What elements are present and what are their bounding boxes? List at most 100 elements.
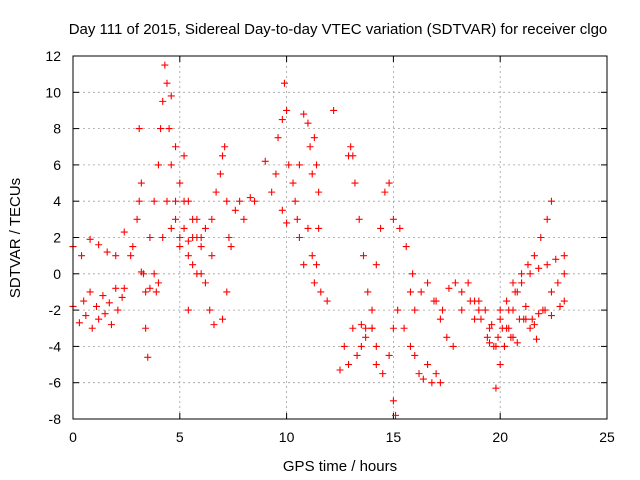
- data-point: [92, 302, 100, 310]
- data-point: [176, 179, 184, 187]
- data-point: [486, 324, 494, 332]
- data-point: [159, 97, 167, 105]
- data-point: [537, 234, 545, 241]
- series-sat-i: [184, 215, 216, 314]
- data-point: [135, 197, 143, 205]
- data-point: [293, 215, 301, 223]
- data-point: [112, 252, 120, 260]
- data-point: [313, 161, 321, 169]
- series-sat-r: [336, 321, 370, 374]
- x-axis-label: GPS time / hours: [283, 458, 397, 475]
- data-point: [165, 125, 173, 133]
- data-point: [533, 335, 541, 343]
- data-point: [88, 324, 96, 332]
- data-point: [95, 241, 103, 249]
- data-point: [193, 270, 201, 278]
- data-point: [201, 224, 209, 232]
- data-point: [208, 252, 216, 260]
- data-point: [400, 324, 408, 332]
- data-point: [120, 228, 128, 236]
- data-point: [351, 179, 359, 187]
- data-point: [167, 92, 175, 100]
- data-point: [381, 188, 389, 196]
- series-sat-p: [315, 106, 338, 232]
- y-tick-label-3: -2: [49, 302, 62, 318]
- data-point: [503, 324, 511, 332]
- data-point: [368, 306, 376, 314]
- data-point: [419, 375, 427, 383]
- data-point: [308, 170, 316, 178]
- data-point: [406, 288, 414, 296]
- data-point: [513, 339, 521, 347]
- data-point: [524, 261, 532, 269]
- data-point: [528, 315, 536, 323]
- data-point: [317, 288, 325, 296]
- data-point: [176, 243, 184, 251]
- data-point: [176, 234, 184, 241]
- data-point: [475, 306, 483, 314]
- series-sat-y: [432, 279, 517, 350]
- data-point: [133, 215, 141, 223]
- data-point: [86, 235, 94, 243]
- series-sat-q: [310, 279, 331, 305]
- y-tick-label-9: 10: [45, 84, 61, 100]
- data-point: [511, 288, 519, 296]
- series-sat-j: [208, 143, 233, 241]
- series-sat-e: [142, 61, 184, 296]
- data-point: [547, 197, 555, 205]
- data-point: [146, 284, 154, 292]
- data-point: [389, 215, 397, 223]
- data-point: [402, 243, 410, 251]
- data-point: [432, 370, 440, 378]
- data-point: [483, 333, 491, 341]
- axis-ticks: 0 5 10 15 20 25 -8 -6 -4 -2 0 2 4 6 8 10 12: [45, 48, 615, 445]
- data-point: [492, 342, 500, 350]
- data-point: [225, 234, 233, 241]
- data-point: [428, 379, 436, 387]
- data-point: [103, 248, 111, 256]
- data-point: [424, 279, 432, 287]
- data-point: [278, 206, 286, 214]
- data-point: [496, 361, 504, 369]
- data-point: [518, 279, 526, 287]
- data-point: [313, 261, 321, 269]
- data-point: [114, 306, 122, 314]
- series-sat-u: [368, 306, 414, 378]
- data-point: [304, 224, 312, 232]
- data-point: [492, 384, 500, 392]
- data-point: [161, 61, 169, 69]
- series-sat-h: [180, 197, 218, 329]
- data-point: [219, 315, 227, 323]
- data-point: [526, 324, 534, 332]
- data-point: [246, 194, 254, 202]
- data-point: [347, 143, 355, 151]
- data-point: [364, 288, 372, 296]
- data-point: [345, 361, 353, 369]
- data-point: [411, 351, 419, 359]
- data-point: [280, 79, 288, 87]
- data-point: [449, 342, 457, 350]
- data-point: [105, 299, 113, 307]
- series-sat-v: [389, 397, 400, 419]
- data-point: [349, 324, 357, 332]
- data-point: [464, 279, 472, 287]
- data-point: [507, 333, 515, 341]
- data-point: [261, 157, 269, 165]
- data-point: [216, 170, 224, 178]
- data-point: [231, 206, 239, 214]
- data-point: [372, 361, 380, 369]
- y-tick-label-10: 12: [45, 48, 61, 64]
- data-point: [197, 234, 205, 241]
- data-point: [289, 179, 297, 187]
- data-point: [212, 188, 220, 196]
- data-point: [210, 321, 218, 329]
- data-point: [180, 197, 188, 205]
- data-point: [417, 288, 425, 296]
- data-point: [283, 106, 291, 114]
- data-point: [362, 333, 370, 341]
- data-point: [522, 302, 530, 310]
- y-tick-label-8: 8: [53, 121, 61, 137]
- data-point: [223, 288, 231, 296]
- data-point: [172, 215, 180, 223]
- series-sat-w: [411, 351, 444, 387]
